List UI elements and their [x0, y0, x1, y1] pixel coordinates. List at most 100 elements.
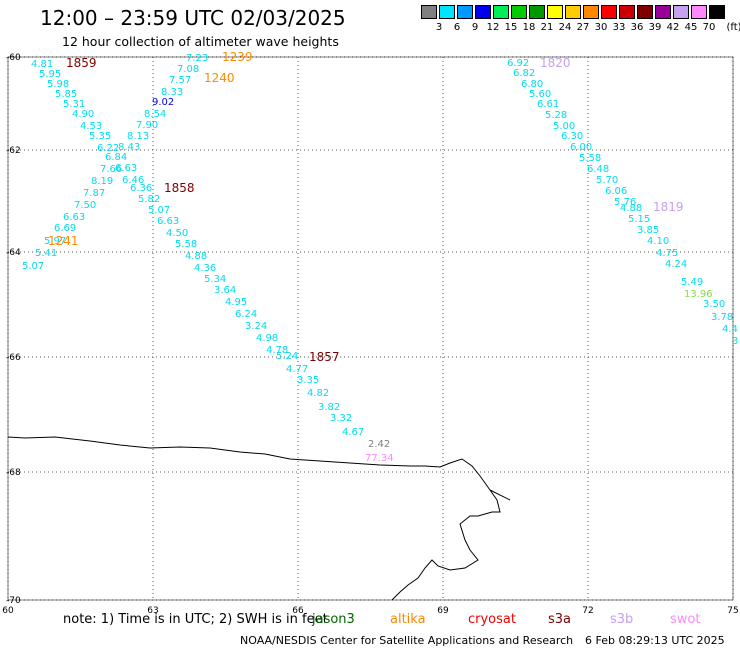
footer-note-text: note: 1) Time is in UTC; 2) SWH is in fe…: [63, 612, 328, 627]
footer-note: note: 1) Time is in UTC; 2) SWH is in fe…: [63, 612, 328, 627]
wave-height-value: 7.50: [74, 200, 96, 211]
scale-swatch: [475, 5, 491, 19]
map-frame: [7, 56, 734, 601]
track-time-label: 1241: [48, 234, 79, 248]
page-subtitle: 12 hour collection of altimeter wave hei…: [62, 34, 339, 49]
wave-height-value: 7.66: [100, 164, 122, 175]
wave-height-value: 7.08: [177, 64, 199, 75]
scale-swatch: [529, 5, 545, 19]
wave-height-value: 4.88: [185, 251, 207, 262]
wave-height-value: 8.13: [127, 131, 149, 142]
latitude-label: -60: [6, 53, 21, 63]
antarctic-coastline: [7, 436, 501, 601]
wave-height-value: 4.36: [194, 263, 216, 274]
wave-height-value: 4.95: [225, 297, 247, 308]
wave-height-value: 8.43: [118, 142, 140, 153]
satellite-legend-swot: swot: [670, 612, 701, 627]
wave-height-value: 5.15: [628, 214, 650, 225]
satellite-legend-s3a: s3a: [548, 612, 572, 627]
wave-height-value: 5.49: [681, 277, 703, 288]
scale-swatch: [493, 5, 509, 19]
scale-label: 15: [504, 22, 518, 33]
wave-height-value: 5.97: [44, 236, 66, 247]
wave-height-value: 5.28: [545, 110, 567, 121]
wave-height-value: 5.58: [579, 153, 601, 164]
wave-height-value: 6.24: [235, 309, 257, 320]
scale-swatch: [583, 5, 599, 19]
wave-height-value: 4.81: [31, 59, 53, 70]
wave-height-value: 9.02: [152, 97, 174, 108]
scale-label: 3: [435, 22, 443, 33]
wave-height-value: 5.31: [63, 99, 85, 110]
scale-swatch: [511, 5, 527, 19]
latitude-label: -68: [6, 468, 21, 478]
scale-label: 24: [558, 22, 572, 33]
latitude-label: -62: [6, 146, 21, 156]
wave-height-value: 4.98: [256, 333, 278, 344]
wave-height-value: 6.48: [587, 164, 609, 175]
generated-time: 6 Feb 08:29:13 UTC 2025: [585, 634, 725, 647]
wave-height-value: 8.19: [91, 176, 113, 187]
scale-swatch: [691, 5, 707, 19]
wave-height-value: 5.41: [35, 248, 57, 259]
wave-height-value: 7.23: [186, 53, 208, 64]
wave-height-value: 6.46: [122, 175, 144, 186]
scale-label: 18: [522, 22, 536, 33]
wave-height-value: 5.35: [89, 131, 111, 142]
wave-height-value: 5.07: [148, 205, 170, 216]
wave-height-value: 7.90: [136, 120, 158, 131]
wave-height-value: 3.24: [245, 321, 267, 332]
wave-height-value: 6.69: [54, 223, 76, 234]
scale-swatch: [421, 5, 437, 19]
latitude-label: -70: [6, 596, 21, 606]
scale-swatch: [601, 5, 617, 19]
wave-height-value: 6.30: [561, 131, 583, 142]
wave-height-value: 3: [732, 336, 738, 347]
scale-label: 27: [576, 22, 590, 33]
wave-height-value: 4.50: [166, 228, 188, 239]
satellite-legend-altika: altika: [390, 612, 426, 627]
satellite-legend-jason3: jason3: [312, 612, 355, 627]
wave-height-value: 6.80: [521, 79, 543, 90]
wave-height-value: 4.88: [620, 203, 642, 214]
longitude-label: 66: [292, 606, 304, 616]
wave-height-value: 7.57: [169, 75, 191, 86]
wave-height-value: 3.32: [330, 413, 352, 424]
wave-height-value: 5.00: [553, 121, 575, 132]
wave-height-value: 8.33: [161, 87, 183, 98]
wave-height-value: 5.07: [22, 261, 44, 272]
wave-height-value: 6.00: [570, 142, 592, 153]
credit-text: NOAA/NESDIS Center for Satellite Applica…: [240, 634, 574, 647]
longitude-label: 63: [147, 606, 158, 616]
wave-height-value: 6.63: [157, 216, 179, 227]
scale-swatch: [655, 5, 671, 19]
wave-height-value: 5.95: [39, 69, 61, 80]
coastline-edge-east: [489, 489, 511, 501]
scale-swatch: [709, 5, 725, 19]
wave-height-value: 6.61: [537, 99, 559, 110]
track-time-label: 1859: [66, 56, 97, 70]
wave-height-value: 4.90: [72, 109, 94, 120]
scale-label: 45: [684, 22, 698, 33]
wave-height-value: 5.70: [596, 175, 618, 186]
wave-height-value: 4.77: [286, 364, 308, 375]
scale-label: 36: [630, 22, 644, 33]
scale-swatch: [619, 5, 635, 19]
wave-height-value: 5.85: [55, 89, 77, 100]
wave-height-value: 4.75: [656, 248, 678, 259]
longitude-label: 75: [727, 606, 738, 616]
satellite-legend-cryosat: cryosat: [468, 612, 516, 627]
scale-unit: (ft): [726, 22, 740, 33]
wave-height-value: 6.22: [97, 143, 119, 154]
track-time-label: 1857: [309, 350, 340, 364]
scale-label: 39: [648, 22, 662, 33]
satellite-legend-s3b: s3b: [610, 612, 634, 627]
track-time-label: 1239: [222, 50, 253, 64]
wave-height-value: 13.96: [684, 289, 713, 300]
coastline: [7, 436, 511, 601]
longitude-label: 72: [582, 606, 593, 616]
wave-height-value: 6.63: [115, 163, 137, 174]
wave-height-value: 5.34: [204, 274, 226, 285]
